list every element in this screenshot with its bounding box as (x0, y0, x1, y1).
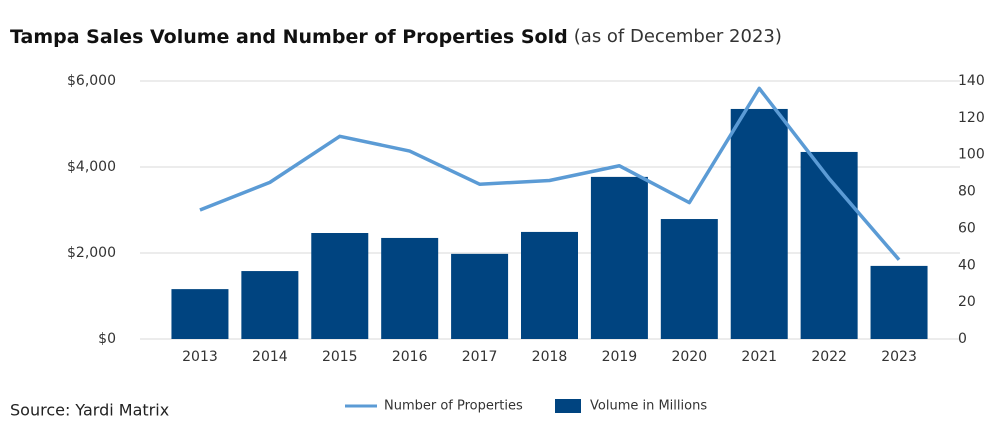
y2-tick-label: 40 (958, 257, 976, 273)
title: Tampa Sales Volume and Number of Propert… (10, 26, 568, 48)
x-tick-label: 2021 (741, 349, 777, 365)
bar (381, 237, 439, 339)
bar (451, 253, 509, 339)
x-tick-label: 2014 (252, 349, 288, 365)
bar (241, 271, 299, 339)
x-tick-label: 2020 (671, 349, 707, 365)
y2-tick-label: 20 (958, 294, 976, 310)
y2-tick-label: 0 (958, 331, 967, 347)
chart-title: Tampa Sales Volume and Number of Propert… (10, 26, 782, 48)
x-tick-label: 2015 (322, 349, 358, 365)
y2-tick-label: 120 (958, 110, 985, 126)
bar (590, 176, 648, 339)
bar (521, 231, 578, 339)
bar (870, 265, 928, 339)
x-tick-label: 2013 (182, 349, 218, 365)
bar (730, 108, 788, 339)
x-tick-label: 2018 (532, 349, 568, 365)
y2-tick-label: 140 (958, 73, 985, 89)
legend-label: Volume in Millions (590, 399, 707, 414)
x-tick-label: 2022 (811, 349, 847, 365)
x-tick-label: 2019 (602, 349, 638, 365)
y2-tick-label: 80 (958, 184, 976, 200)
legend-label: Number of Properties (384, 399, 523, 414)
y-tick-label: $2,000 (67, 245, 116, 261)
bar (311, 233, 369, 339)
y2-tick-label: 60 (958, 220, 976, 236)
y-tick-label: $4,000 (67, 159, 116, 175)
x-tick-label: 2023 (881, 349, 917, 365)
bar (171, 289, 229, 339)
bar (660, 219, 718, 339)
subtitle: (as of December 2023) (574, 26, 782, 47)
y-tick-label: $0 (98, 331, 116, 347)
legend-swatch (555, 399, 581, 413)
y2-tick-label: 100 (958, 147, 985, 163)
bar (800, 151, 858, 339)
line (199, 86, 901, 261)
y-tick-label: $6,000 (67, 73, 116, 89)
source: Source: Yardi Matrix (10, 401, 169, 420)
x-tick-label: 2016 (392, 349, 428, 365)
x-tick-label: 2017 (462, 349, 498, 365)
